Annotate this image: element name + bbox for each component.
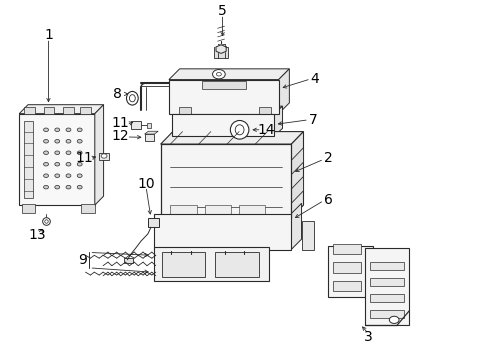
Bar <box>328 247 372 297</box>
Circle shape <box>66 151 71 154</box>
Bar <box>301 221 313 250</box>
Bar <box>154 214 290 250</box>
Text: 11: 11 <box>111 116 129 130</box>
Polygon shape <box>291 132 303 218</box>
Ellipse shape <box>230 121 248 139</box>
Circle shape <box>55 139 60 143</box>
Bar <box>204 205 231 214</box>
Bar <box>99 153 109 159</box>
Bar <box>19 114 95 205</box>
Bar <box>148 219 158 227</box>
Polygon shape <box>273 106 282 136</box>
Bar <box>238 205 265 214</box>
Circle shape <box>55 128 60 132</box>
Text: 7: 7 <box>308 113 317 127</box>
Bar <box>332 281 361 291</box>
Polygon shape <box>278 69 289 114</box>
Polygon shape <box>95 105 103 205</box>
Polygon shape <box>216 45 225 53</box>
Bar <box>369 294 403 302</box>
Circle shape <box>66 139 71 143</box>
Text: 4: 4 <box>310 72 319 86</box>
Bar <box>21 204 35 213</box>
Bar <box>144 134 154 140</box>
Circle shape <box>43 128 48 132</box>
Circle shape <box>77 162 82 166</box>
Polygon shape <box>291 176 303 203</box>
Circle shape <box>43 174 48 177</box>
Polygon shape <box>172 106 282 114</box>
Text: 3: 3 <box>363 330 372 344</box>
Text: 10: 10 <box>137 177 155 190</box>
Circle shape <box>55 151 60 154</box>
Circle shape <box>77 151 82 154</box>
Polygon shape <box>19 105 103 114</box>
Bar <box>369 278 403 286</box>
Circle shape <box>43 139 48 143</box>
Bar <box>369 310 403 318</box>
Bar <box>369 262 403 270</box>
Bar <box>81 204 95 213</box>
Bar <box>154 247 268 281</box>
Text: 9: 9 <box>78 253 87 267</box>
Text: 12: 12 <box>111 129 129 143</box>
Circle shape <box>66 174 71 177</box>
Bar <box>147 123 151 128</box>
Polygon shape <box>291 148 303 175</box>
Circle shape <box>101 154 107 158</box>
Circle shape <box>55 162 60 166</box>
Circle shape <box>55 174 60 177</box>
Polygon shape <box>168 69 289 80</box>
Bar <box>168 80 278 114</box>
Bar <box>80 107 91 114</box>
Bar <box>161 252 205 277</box>
Bar <box>364 248 408 325</box>
Bar <box>43 107 54 114</box>
Circle shape <box>66 162 71 166</box>
Text: 14: 14 <box>257 123 275 137</box>
Circle shape <box>43 162 48 166</box>
Bar <box>213 47 228 58</box>
Circle shape <box>66 185 71 189</box>
Text: 5: 5 <box>218 4 226 18</box>
Ellipse shape <box>126 91 138 105</box>
Text: 1: 1 <box>44 28 53 42</box>
Ellipse shape <box>235 125 244 135</box>
Bar <box>160 144 291 218</box>
Ellipse shape <box>129 95 135 102</box>
Bar <box>170 205 197 214</box>
Text: 8: 8 <box>113 87 122 101</box>
Bar <box>259 107 271 114</box>
Bar <box>131 121 141 129</box>
Text: 11: 11 <box>76 152 93 166</box>
Circle shape <box>43 185 48 189</box>
Text: 2: 2 <box>324 152 332 166</box>
Bar <box>24 107 35 114</box>
Bar <box>332 244 361 254</box>
Bar <box>202 81 245 89</box>
Circle shape <box>77 185 82 189</box>
Bar <box>172 114 273 136</box>
Polygon shape <box>144 131 158 134</box>
Bar <box>332 262 361 273</box>
Text: 13: 13 <box>28 228 46 242</box>
Circle shape <box>388 316 398 323</box>
Bar <box>63 107 74 114</box>
Text: 6: 6 <box>323 193 332 207</box>
Bar <box>178 107 190 114</box>
Circle shape <box>55 185 60 189</box>
Circle shape <box>212 69 225 79</box>
Circle shape <box>77 174 82 177</box>
Polygon shape <box>290 203 301 250</box>
Polygon shape <box>160 132 303 144</box>
Circle shape <box>77 128 82 132</box>
Circle shape <box>216 72 221 76</box>
Bar <box>124 258 133 263</box>
Bar <box>215 252 259 277</box>
Bar <box>24 121 33 198</box>
Circle shape <box>66 128 71 132</box>
Circle shape <box>43 151 48 154</box>
Circle shape <box>77 139 82 143</box>
